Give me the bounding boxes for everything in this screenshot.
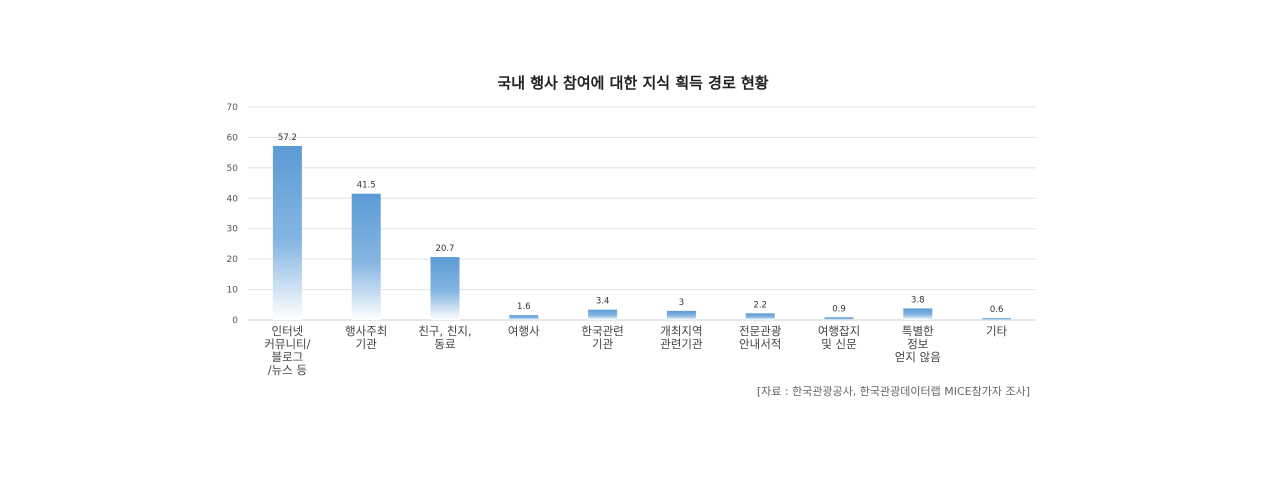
category-label: 기타 (986, 324, 1008, 338)
data-label: 0.9 (832, 304, 846, 314)
data-label: 1.6 (517, 302, 531, 312)
category-label: 특별한 정보 얻지 않음 (895, 324, 941, 364)
data-label: 3.4 (596, 297, 610, 307)
bar (351, 193, 381, 320)
category-label: 여행잡지 및 신문 (818, 324, 860, 351)
category-label: 여행사 (508, 324, 540, 338)
category-label: 인터넷 커뮤니티/블로그/뉴스 등 (264, 324, 310, 377)
data-label: 2.2 (753, 300, 767, 310)
data-label: 41.5 (357, 181, 376, 191)
y-tick-label: 30 (227, 225, 239, 235)
bar (430, 257, 460, 320)
category-label: 개최지역 관련기관 (660, 324, 703, 351)
data-label: 57.2 (278, 133, 297, 143)
data-label: 20.7 (436, 244, 455, 254)
data-label: 0.6 (990, 305, 1004, 315)
y-tick-label: 50 (227, 164, 239, 174)
category-label: 친구, 친지, 동료 (418, 324, 471, 351)
data-label: 3.8 (911, 295, 925, 305)
y-tick-label: 20 (227, 255, 239, 265)
chart-title: 국내 행사 참여에 대한 지식 획득 경로 현황 (497, 74, 768, 92)
y-tick-label: 70 (227, 103, 239, 113)
category-label: 전문관광 안내서적 (739, 324, 782, 351)
y-tick-label: 10 (227, 286, 239, 296)
bar (824, 317, 854, 320)
bar (903, 308, 933, 320)
bar (982, 318, 1012, 320)
bars (272, 145, 1012, 320)
y-tick-label: 60 (227, 133, 239, 143)
bar (666, 310, 696, 320)
data-labels: 57.2 41.5 20.7 1.6 3.4 3 2.2 0.9 3.8 0.6 (278, 133, 1003, 315)
data-label: 3 (679, 298, 684, 308)
category-label: 한국관련 기관 (581, 324, 623, 351)
x-axis-categories: 인터넷 커뮤니티/블로그/뉴스 등 행사주최 기관 친구, 친지, 동료 여행사 한국관련 기관… (264, 324, 1007, 377)
bar (745, 313, 775, 320)
source-note: [자료 : 한국관광공사, 한국관광데이터랩 MICE참가자 조사] (757, 385, 1030, 398)
bar (272, 145, 302, 320)
y-tick-label: 0 (232, 316, 238, 326)
bar (588, 309, 618, 320)
y-axis-ticks: 0 10 20 30 40 50 60 70 (227, 103, 239, 326)
bar (509, 315, 539, 320)
category-label: 행사주최 기관 (345, 324, 387, 351)
y-tick-label: 40 (227, 194, 239, 204)
